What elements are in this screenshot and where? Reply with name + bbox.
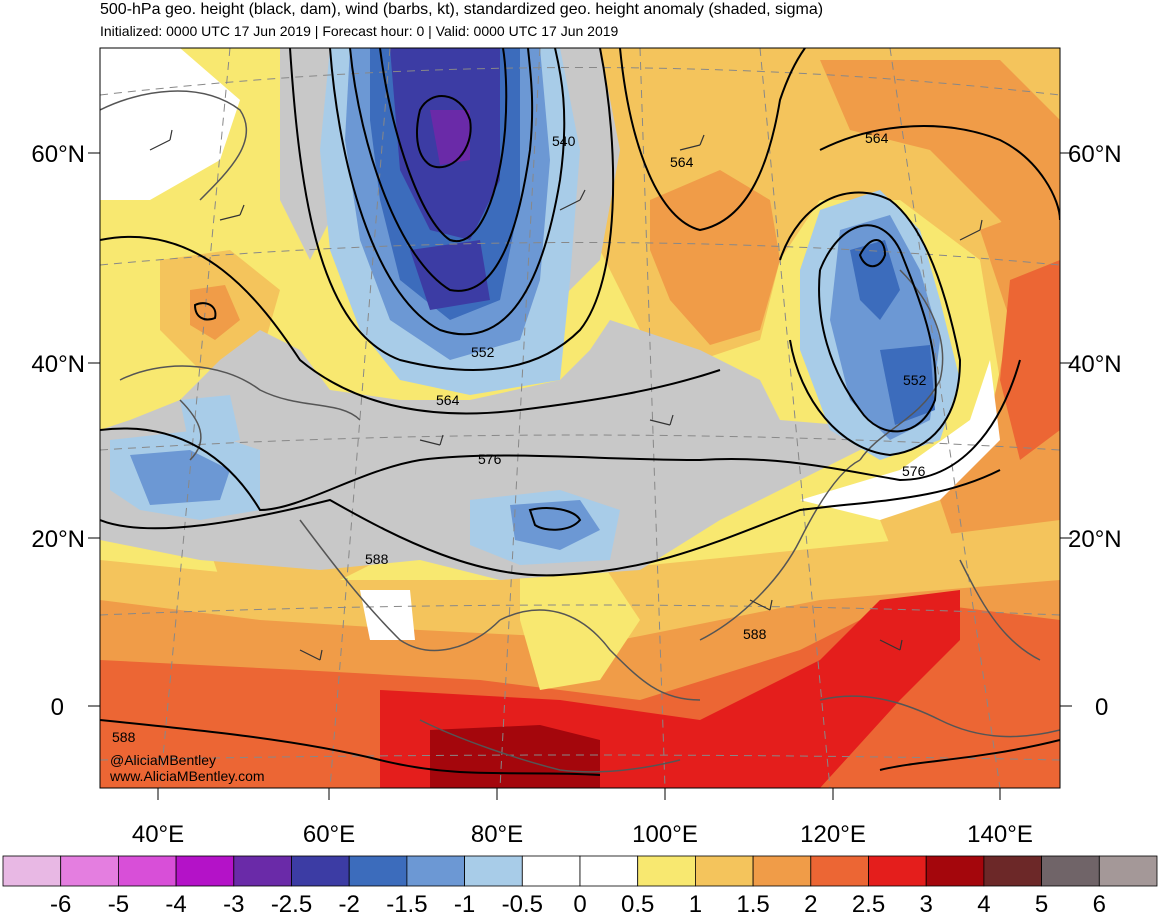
map-frame [99, 47, 1061, 789]
credit-handle: @AliciaMBentley [110, 752, 216, 768]
lon-label: 140°E [967, 821, 1033, 848]
colorbar-label: 6 [1093, 891, 1106, 913]
colorbar-swatch [348, 855, 408, 887]
colorbar-label: -6 [50, 891, 71, 913]
country-borders [100, 90, 1060, 773]
colorbar-label: -2 [339, 891, 360, 913]
lat-label-left: 40°N [31, 351, 85, 378]
colorbar-label: -4 [165, 891, 186, 913]
axis-ticks [88, 152, 1072, 800]
contour-label: 588 [365, 551, 389, 567]
colorbar-label: 4 [977, 891, 990, 913]
colorbar-label: -1 [454, 891, 475, 913]
contour-labels: 540 564 564 552 564 576 552 576 588 588 … [112, 130, 927, 745]
anomaly-region-33 [180, 395, 240, 450]
colorbar-swatch [291, 855, 350, 887]
anomaly-region-19 [100, 48, 240, 200]
colorbar-swatch [637, 855, 696, 887]
colorbar-swatch [521, 855, 581, 887]
contour-label: 576 [902, 463, 926, 479]
lat-label-right: 0 [1095, 694, 1108, 721]
colorbar-swatch [810, 855, 869, 887]
anomaly-region-32 [130, 450, 230, 505]
longitude-labels: 40°E 60°E 80°E 100°E 120°E 140°E [132, 821, 1033, 848]
contour-label: 588 [743, 626, 767, 642]
colorbar-swatch [233, 855, 292, 887]
colorbar-swatch [464, 855, 523, 887]
contour-label: 588 [112, 729, 136, 745]
contour-label: 564 [865, 130, 889, 146]
anomaly-region-11 [520, 540, 640, 690]
anomaly-region-20 [360, 590, 415, 640]
colorbar-labels: -6 -5 -4 -3 -2.5 -2 -1.5 -1 -0.5 0 0.5 1 1.5 2 2.5 3 4 5 6 [50, 891, 1106, 913]
lon-label: 40°E [132, 821, 184, 848]
anomaly-region-26 [410, 240, 490, 310]
anomaly-region-1 [580, 48, 1060, 570]
colorbar-label: -5 [108, 891, 129, 913]
contour-label: 552 [903, 372, 927, 388]
colorbar-label: 5 [1035, 891, 1048, 913]
lat-label-left: 0 [51, 694, 64, 721]
colorbar-label: -1.5 [386, 891, 427, 913]
anomaly-region-35 [510, 500, 600, 550]
height-contours [100, 48, 1060, 776]
credit-site: www.AliciaMBentley.com [109, 768, 265, 784]
colorbar-label: 0.5 [621, 891, 654, 913]
anomaly-region-3 [820, 60, 1060, 300]
colorbar-label: 0 [573, 891, 586, 913]
lon-label: 60°E [303, 821, 355, 848]
anomaly-region-2 [650, 170, 780, 345]
colorbar-label: 2.5 [852, 891, 885, 913]
graticule [100, 48, 1060, 788]
contour-label: 564 [436, 392, 460, 408]
wind-barbs [149, 129, 983, 661]
lat-label-left: 60°N [31, 141, 85, 168]
contour-label: 540 [552, 133, 576, 149]
anomaly-region-25 [430, 110, 470, 165]
colorbar-swatch [1041, 855, 1100, 887]
colorbar-swatch [2, 855, 62, 887]
anomaly-region-15 [100, 320, 900, 580]
colorbar-swatch [925, 855, 985, 887]
map-title: 500-hPa geo. height (black, dam), wind (… [100, 1, 824, 18]
lon-label: 120°E [800, 821, 866, 848]
lat-label-right: 60°N [1068, 141, 1122, 168]
colorbar-label: 3 [920, 891, 933, 913]
colorbar-swatch [579, 855, 639, 887]
map-subtitle: Initialized: 0000 UTC 17 Jun 2019 | Fore… [100, 23, 619, 39]
lat-label-right: 20°N [1068, 526, 1122, 553]
colorbar-label: -3 [223, 891, 244, 913]
anomaly-region-5 [1000, 260, 1060, 460]
colorbar-swatch [983, 855, 1043, 887]
lat-label-left: 20°N [31, 526, 85, 553]
colorbar-swatch [868, 855, 927, 887]
colorbar-label: 2 [804, 891, 817, 913]
colorbar-swatch [118, 855, 177, 887]
colorbar-label: 1 [689, 891, 702, 913]
colorbar-label: -0.5 [502, 891, 543, 913]
colorbar-swatch [406, 855, 465, 887]
colorbar-swatch [175, 855, 235, 887]
colorbar-label: 1.5 [736, 891, 769, 913]
map-plot-area: 540 564 564 552 564 576 552 576 588 588 … [100, 48, 1060, 788]
lon-label: 100°E [632, 821, 698, 848]
contour-label: 564 [670, 154, 694, 170]
contour-label: 552 [471, 344, 495, 360]
colorbar-swatch [60, 855, 119, 887]
lat-label-right: 40°N [1068, 351, 1122, 378]
colorbar [2, 855, 1158, 887]
lon-label: 80°E [471, 821, 523, 848]
colorbar-swatch [752, 855, 812, 887]
colorbar-label: -2.5 [271, 891, 312, 913]
colorbar-swatch [1098, 855, 1158, 887]
latitude-labels: 60°N 40°N 20°N 0 60°N 40°N 20°N 0 [31, 141, 1121, 721]
contour-label: 576 [478, 451, 502, 467]
anomaly-region-18 [800, 360, 1000, 520]
colorbar-swatch [695, 855, 754, 887]
